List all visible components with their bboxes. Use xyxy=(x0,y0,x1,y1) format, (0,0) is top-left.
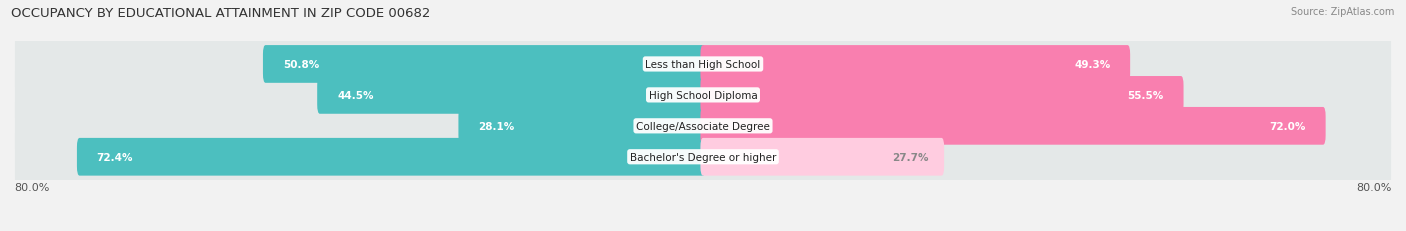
FancyBboxPatch shape xyxy=(700,77,1184,114)
Text: 27.7%: 27.7% xyxy=(893,152,928,162)
FancyBboxPatch shape xyxy=(700,107,1326,145)
FancyBboxPatch shape xyxy=(15,125,1391,189)
FancyBboxPatch shape xyxy=(700,46,1130,83)
Text: 49.3%: 49.3% xyxy=(1074,60,1111,70)
Text: 80.0%: 80.0% xyxy=(14,182,49,192)
Text: 72.0%: 72.0% xyxy=(1270,121,1306,131)
Text: 44.5%: 44.5% xyxy=(337,91,374,100)
Text: College/Associate Degree: College/Associate Degree xyxy=(636,121,770,131)
Text: 80.0%: 80.0% xyxy=(1357,182,1392,192)
FancyBboxPatch shape xyxy=(263,46,706,83)
FancyBboxPatch shape xyxy=(15,94,1391,159)
FancyBboxPatch shape xyxy=(15,63,1391,128)
Text: High School Diploma: High School Diploma xyxy=(648,91,758,100)
Text: 55.5%: 55.5% xyxy=(1128,91,1164,100)
Text: 50.8%: 50.8% xyxy=(283,60,319,70)
Text: 28.1%: 28.1% xyxy=(478,121,515,131)
Text: Source: ZipAtlas.com: Source: ZipAtlas.com xyxy=(1291,7,1395,17)
Legend: Owner-occupied, Renter-occupied: Owner-occupied, Renter-occupied xyxy=(586,228,820,231)
FancyBboxPatch shape xyxy=(458,107,706,145)
Text: 72.4%: 72.4% xyxy=(97,152,134,162)
Text: Less than High School: Less than High School xyxy=(645,60,761,70)
FancyBboxPatch shape xyxy=(700,138,945,176)
Text: OCCUPANCY BY EDUCATIONAL ATTAINMENT IN ZIP CODE 00682: OCCUPANCY BY EDUCATIONAL ATTAINMENT IN Z… xyxy=(11,7,430,20)
FancyBboxPatch shape xyxy=(15,32,1391,97)
Text: Bachelor's Degree or higher: Bachelor's Degree or higher xyxy=(630,152,776,162)
FancyBboxPatch shape xyxy=(318,77,706,114)
FancyBboxPatch shape xyxy=(77,138,706,176)
